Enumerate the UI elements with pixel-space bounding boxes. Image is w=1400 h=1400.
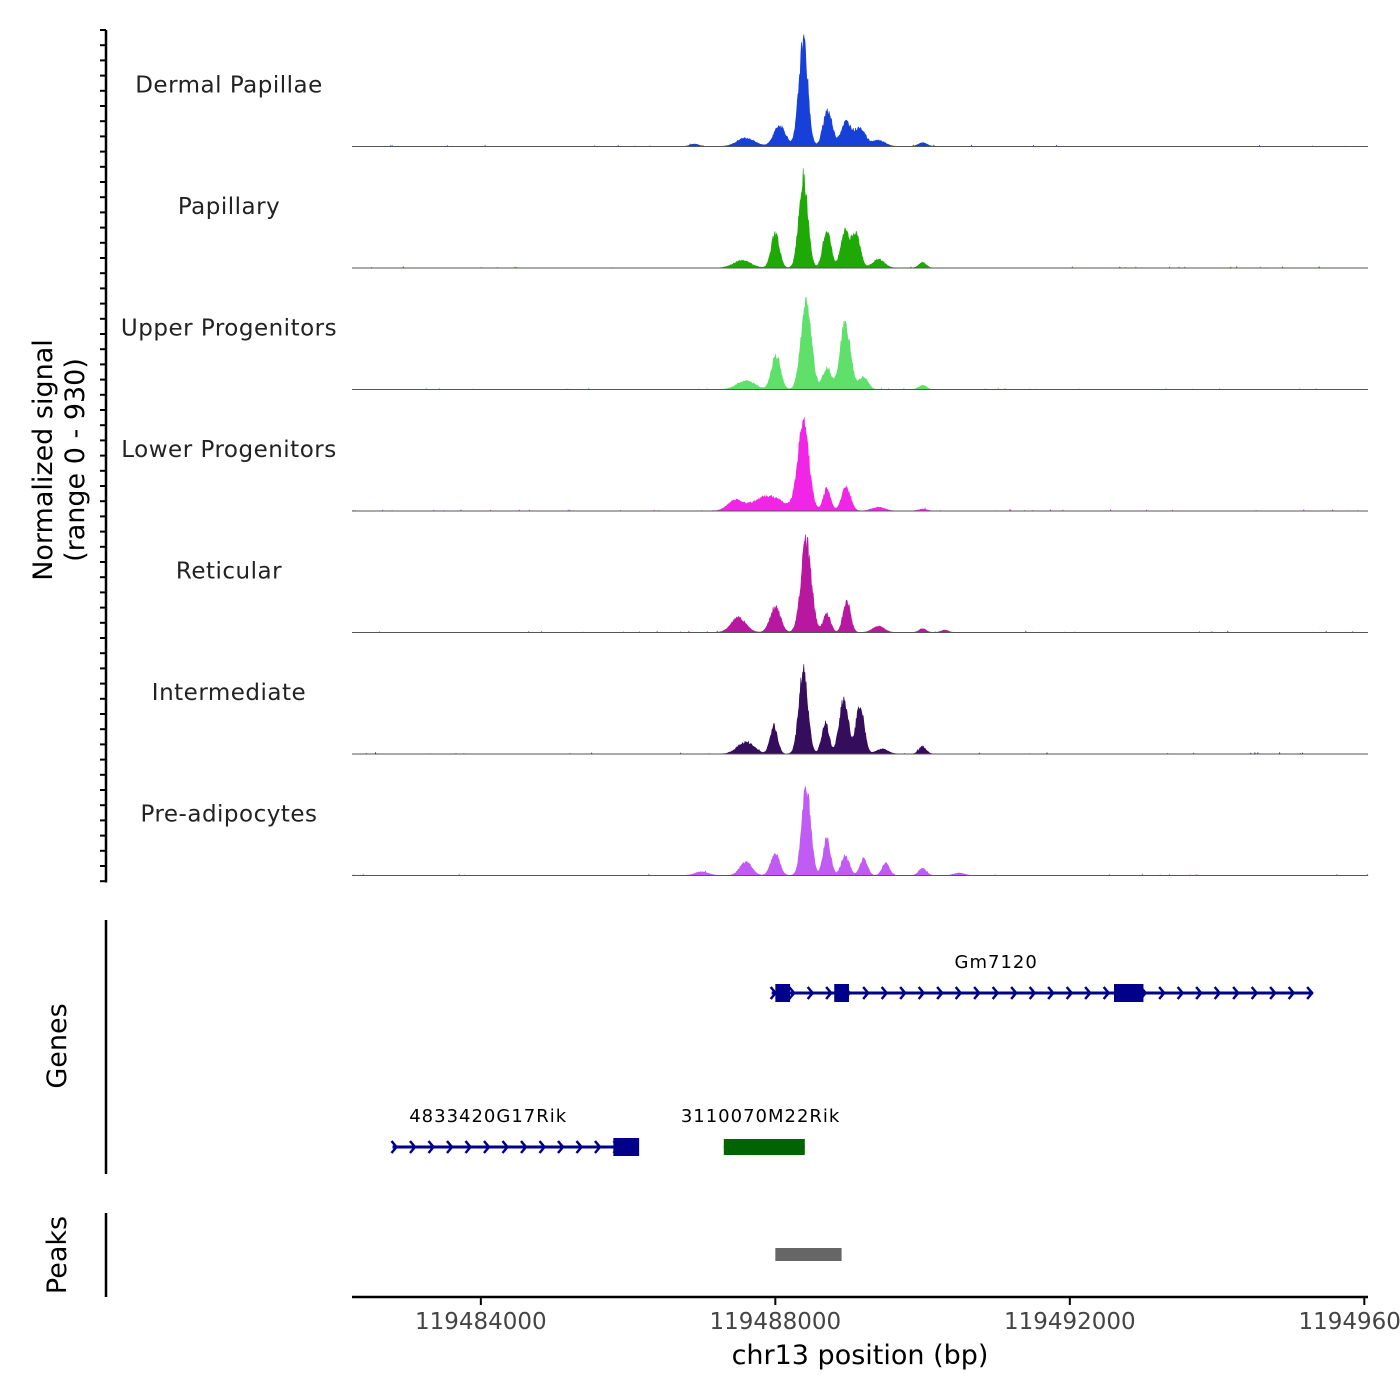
strand-arrow (1176, 986, 1185, 1000)
signal-track: Reticular (176, 534, 1368, 633)
x-tick-label: 119484000 (415, 1309, 547, 1335)
gene-exon (775, 984, 791, 1002)
strand-arrow (409, 1140, 417, 1154)
signal-track: Intermediate (152, 664, 1368, 755)
strand-arrow (917, 986, 926, 1000)
signal-track: Dermal Papillae (135, 34, 1368, 147)
strand-arrow (1010, 986, 1018, 1000)
signal-area (352, 297, 1368, 390)
strand-arrow (1232, 986, 1240, 1000)
signal-track: Lower Progenitors (121, 417, 1368, 512)
strand-arrow (1250, 986, 1259, 1000)
strand-arrow (825, 986, 833, 1000)
strand-arrow (1065, 986, 1074, 1000)
strand-arrow (538, 1140, 547, 1154)
y-axis-title: Normalized signal (range 0 - 930) (28, 300, 92, 620)
strand-arrow (446, 1140, 454, 1154)
signal-area (352, 786, 1369, 877)
x-tick-label: 119496000 (1298, 1309, 1400, 1335)
strand-arrow (788, 986, 796, 1000)
strand-arrow (862, 986, 870, 1000)
gene-exon (1114, 984, 1144, 1002)
gene-model: 4833420G17Rik (390, 1106, 640, 1156)
strand-arrow (1213, 986, 1222, 1000)
strand-arrow (1195, 986, 1203, 1000)
gene-model: Gm7120 (769, 952, 1314, 1002)
signal-track: Pre-adipocytes (140, 786, 1369, 877)
track-label: Pre-adipocytes (140, 802, 317, 828)
peak-region (775, 1248, 842, 1261)
strand-arrow (954, 986, 963, 1000)
strand-arrow (1158, 986, 1166, 1000)
peaks-track-label: Peaks (42, 1215, 73, 1295)
y-axis-title-line1: Normalized signal (28, 339, 59, 581)
strand-arrow (1028, 986, 1037, 1000)
signal-track: Upper Progenitors (121, 297, 1368, 390)
gene-exon (723, 1139, 805, 1155)
strand-arrow (390, 1140, 399, 1154)
strand-arrow (880, 986, 889, 1000)
strand-arrow (501, 1140, 510, 1154)
strand-arrow (1306, 986, 1314, 1000)
strand-arrow (557, 1140, 565, 1154)
track-label: Papillary (178, 194, 280, 220)
strand-arrow (427, 1140, 436, 1154)
signal-area (352, 534, 1368, 633)
gene-exon (613, 1138, 640, 1156)
signal-area (352, 34, 1368, 147)
strand-arrow (575, 1140, 584, 1154)
gene-label: Gm7120 (955, 952, 1038, 973)
signal-area (352, 417, 1368, 512)
gene-label: 3110070M22Rik (681, 1106, 841, 1127)
strand-arrow (973, 986, 981, 1000)
track-label: Upper Progenitors (121, 316, 337, 342)
strand-arrow (991, 986, 1000, 1000)
strand-arrow (1269, 986, 1277, 1000)
gene-exon (834, 984, 849, 1002)
track-label: Dermal Papillae (135, 73, 323, 99)
gene-model: 3110070M22Rik (681, 1106, 841, 1155)
strand-arrow (1047, 986, 1055, 1000)
signal-area (352, 664, 1368, 755)
strand-arrow (483, 1140, 491, 1154)
x-tick-label: 119488000 (709, 1309, 841, 1335)
y-axis-title-line2: (range 0 - 930) (60, 358, 91, 562)
signal-track: Papillary (178, 168, 1368, 269)
strand-arrow (1102, 986, 1111, 1000)
strand-arrow (594, 1140, 602, 1154)
track-label: Lower Progenitors (121, 437, 336, 463)
x-tick-label: 119492000 (1004, 1309, 1136, 1335)
strand-arrow (464, 1140, 473, 1154)
gene-label: 4833420G17Rik (409, 1106, 567, 1127)
strand-arrow (1287, 986, 1296, 1000)
genes-track-label: Genes (42, 1003, 73, 1089)
x-axis-title: chr13 position (bp) (732, 1340, 989, 1371)
strand-arrow (1084, 986, 1092, 1000)
track-label: Intermediate (152, 680, 306, 706)
strand-arrow (520, 1140, 528, 1154)
strand-arrow (806, 986, 815, 1000)
signal-area (352, 168, 1368, 269)
strand-arrow (936, 986, 944, 1000)
strand-arrow (899, 986, 907, 1000)
track-label: Reticular (176, 559, 282, 585)
